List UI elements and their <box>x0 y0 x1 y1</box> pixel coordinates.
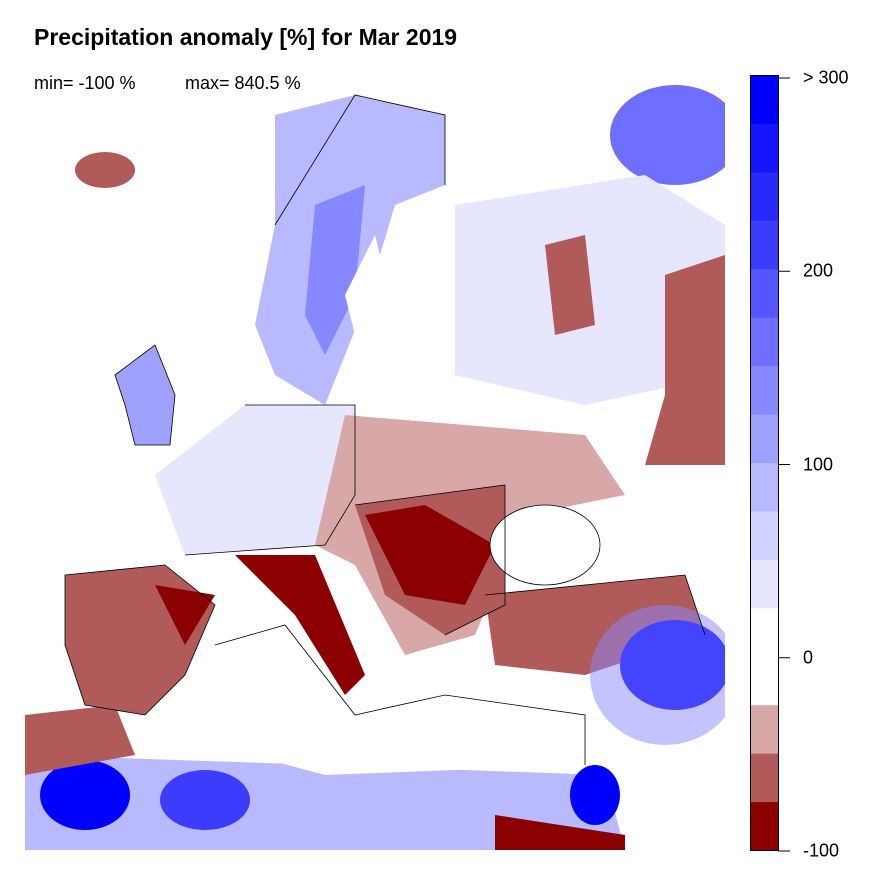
colorbar-bin <box>750 510 778 560</box>
region-uk <box>115 345 175 445</box>
region-algeria-wet <box>40 760 130 830</box>
region-italy <box>235 555 365 695</box>
region-maghreb-dry <box>25 705 135 775</box>
colorbar-bin <box>750 365 778 415</box>
region-middle-east-halo <box>590 605 725 745</box>
colorbar-tick-label: > 300 <box>803 67 849 88</box>
mediterranean <box>175 625 585 775</box>
region-iceland <box>75 152 135 188</box>
anomaly-fill-regions <box>25 85 725 850</box>
baltic-sea <box>345 235 385 375</box>
region-iberia-east <box>155 585 215 645</box>
colorbar-bin <box>750 704 778 754</box>
map-title: Precipitation anomaly [%] for Mar 2019 <box>34 24 458 50</box>
region-central-europe <box>155 405 355 555</box>
region-libya-wet <box>160 770 250 830</box>
country-borders <box>64 94 706 765</box>
colorbar-bin <box>750 462 778 512</box>
colorbar-tick-label: 100 <box>803 454 834 474</box>
europe-anomaly-map <box>25 85 725 850</box>
colorbar-bin <box>750 268 778 318</box>
colorbar-legend <box>750 75 790 852</box>
colorbar-bin <box>750 801 778 851</box>
colorbar-tick-label: 200 <box>803 260 834 281</box>
region-balkans-core <box>365 505 495 605</box>
colorbar-bin <box>750 123 778 173</box>
colorbar-bin <box>750 220 778 270</box>
colorbar-bin <box>750 656 778 706</box>
colorbar-bin <box>750 75 778 124</box>
region-russia-dry <box>545 235 595 335</box>
max-value: max= 840.5 % <box>185 73 301 93</box>
region-egypt-dry <box>495 815 625 850</box>
min-value: min= -100 % <box>34 73 136 93</box>
region-arctic-wet <box>610 85 725 185</box>
colorbar-tick-label: 0 <box>803 647 814 668</box>
colorbar-frame <box>750 75 779 851</box>
region-egypt-wet <box>570 765 620 825</box>
region-volga-dry <box>645 255 725 465</box>
colorbar-bin <box>750 559 778 609</box>
colorbar-bin <box>750 414 778 463</box>
colorbar-bin <box>750 607 778 657</box>
colorbar-bin <box>750 317 778 367</box>
colorbar-bin <box>750 171 778 221</box>
colorbar-tick-label: -100 <box>803 840 840 861</box>
black-sea <box>490 505 600 585</box>
colorbar-bin <box>750 753 778 803</box>
region-sweden-wet <box>305 185 365 355</box>
sea-areas <box>175 235 600 775</box>
